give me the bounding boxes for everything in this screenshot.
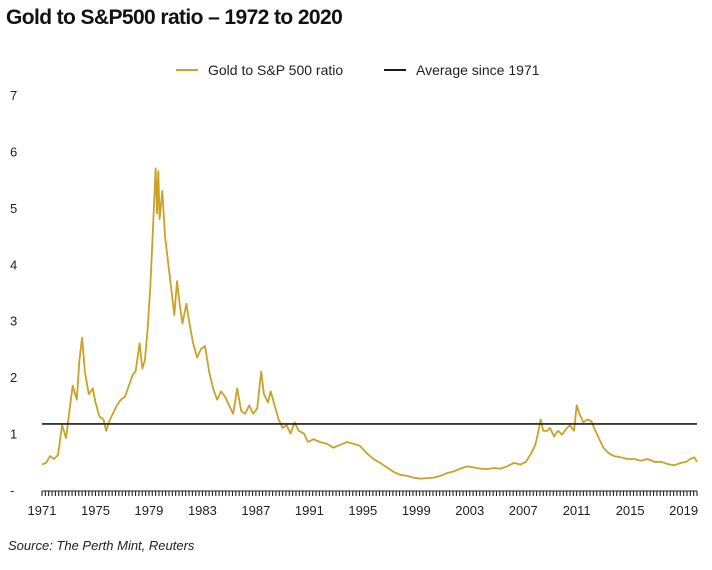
source-note: Source: The Perth Mint, Reuters bbox=[8, 538, 195, 553]
legend-item-gold-ratio: Gold to S&P 500 ratio bbox=[176, 62, 343, 78]
x-tick-label: 1983 bbox=[188, 503, 217, 518]
x-tick-label: 1971 bbox=[28, 503, 57, 518]
x-tick-label: 1995 bbox=[348, 503, 377, 518]
x-tick-label: 1987 bbox=[241, 503, 270, 518]
y-tick-label: 4 bbox=[10, 257, 17, 272]
x-tick-label: 2003 bbox=[455, 503, 484, 518]
x-tick-label: 1999 bbox=[402, 503, 431, 518]
chart-title: Gold to S&P500 ratio – 1972 to 2020 bbox=[6, 6, 343, 29]
y-tick-label: 3 bbox=[10, 314, 17, 329]
x-tick-label: 1979 bbox=[134, 503, 163, 518]
y-tick-label: 2 bbox=[10, 370, 17, 385]
legend-label-average: Average since 1971 bbox=[416, 62, 540, 78]
x-tick-label: 2019 bbox=[669, 503, 698, 518]
legend-label-gold-ratio: Gold to S&P 500 ratio bbox=[208, 62, 344, 78]
x-tick-label: 1991 bbox=[295, 503, 324, 518]
series-lines bbox=[41, 167, 698, 480]
y-tick-label: 5 bbox=[10, 201, 17, 216]
y-tick-label: 1 bbox=[10, 427, 17, 442]
series-line-gold-ratio bbox=[41, 167, 698, 480]
y-tick-label: 7 bbox=[10, 88, 17, 103]
x-tick-label: 2015 bbox=[616, 503, 645, 518]
x-tick-label: 1975 bbox=[81, 503, 110, 518]
x-tick-label: 2011 bbox=[563, 503, 591, 518]
axis-ticks bbox=[41, 490, 698, 496]
legend: Gold to S&P 500 ratio Average since 1971 bbox=[0, 62, 712, 82]
legend-swatch-gold bbox=[176, 69, 198, 71]
legend-swatch-average bbox=[384, 69, 406, 71]
legend-item-average: Average since 1971 bbox=[384, 62, 540, 78]
y-tick-label: - bbox=[10, 483, 14, 498]
axis-labels: 1971 1975 1979 1983 1987 1991 1995 1999 2003 2007… bbox=[10, 88, 698, 518]
y-tick-label: 6 bbox=[10, 144, 17, 159]
x-tick-label: 2007 bbox=[509, 503, 538, 518]
